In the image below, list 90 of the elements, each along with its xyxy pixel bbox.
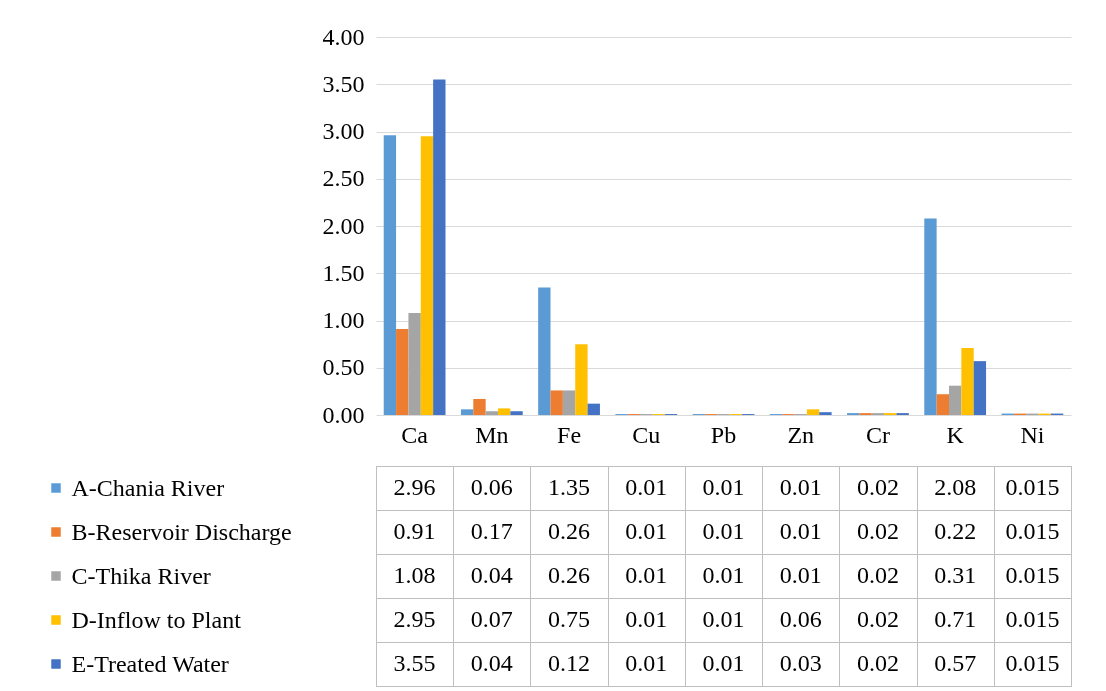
bar (961, 347, 974, 415)
bar (396, 329, 409, 415)
data-label: 2.96 (393, 474, 436, 500)
data-label: 0.01 (779, 562, 822, 588)
data-label: 0.06 (779, 606, 822, 632)
bar (408, 312, 421, 415)
y-tick-label: 4.00 (322, 23, 365, 50)
data-label: 0.01 (702, 562, 745, 588)
data-label: 0.02 (856, 650, 899, 676)
x-tick-label: Ni (1020, 421, 1045, 448)
data-label: 0.01 (625, 474, 668, 500)
data-label: 0.91 (393, 518, 436, 544)
bar (473, 398, 486, 415)
x-tick-label: K (946, 421, 965, 448)
bar (562, 390, 576, 415)
data-label: 2.08 (934, 474, 977, 500)
data-label: 0.01 (779, 518, 822, 544)
legend-label: B-Reservoir Discharge (71, 518, 292, 545)
data-label: 0.01 (625, 562, 668, 588)
data-label: 0.01 (702, 518, 745, 544)
data-label: 0.01 (625, 606, 668, 632)
data-label: 0.01 (702, 474, 745, 500)
data-label: 3.55 (393, 650, 436, 676)
data-label: 0.015 (1005, 562, 1060, 588)
data-label: 0.01 (702, 650, 745, 676)
bar (973, 361, 987, 415)
x-tick-label: Cr (865, 421, 890, 448)
data-label: 0.12 (548, 650, 591, 676)
legend-label: D-Inflow to Plant (71, 606, 242, 633)
data-label: 0.06 (470, 474, 513, 500)
bar (460, 409, 474, 415)
data-label: 0.75 (548, 606, 591, 632)
data-label: 0.03 (779, 650, 822, 676)
legend-label: E-Treated Water (71, 650, 229, 677)
data-label: 0.22 (934, 518, 977, 544)
data-label: 0.01 (702, 606, 745, 632)
y-tick-label: 3.50 (322, 70, 365, 97)
data-label: 0.015 (1005, 606, 1060, 632)
data-label: 0.04 (470, 650, 513, 676)
x-tick-label: Ca (401, 421, 429, 448)
bar (575, 344, 588, 415)
y-tick-label: 1.50 (322, 259, 365, 286)
x-tick-label: Pb (710, 421, 737, 448)
data-label: 0.02 (856, 562, 899, 588)
bar (806, 409, 820, 415)
data-label: 0.71 (934, 606, 977, 632)
x-tick-label: Cu (632, 421, 661, 448)
data-label: 0.01 (625, 518, 668, 544)
data-label: 0.07 (470, 606, 513, 632)
bar (550, 390, 563, 415)
data-label: 0.02 (856, 474, 899, 500)
y-tick-label: 2.00 (322, 212, 365, 239)
bar (485, 411, 499, 415)
y-tick-label: 1.00 (322, 307, 365, 333)
bar (538, 287, 551, 415)
legend-label: A-Chania River (71, 474, 225, 501)
data-label: 0.26 (548, 562, 591, 588)
y-tick-label: 0.50 (322, 354, 365, 381)
bar (936, 394, 949, 415)
x-tick-label: Fe (557, 421, 582, 448)
y-tick-label: 0.00 (322, 401, 365, 428)
bar (819, 412, 832, 415)
data-label: 0.04 (470, 562, 513, 588)
x-tick-label: Zn (787, 421, 815, 448)
bar (948, 385, 962, 415)
data-label: 1.35 (548, 474, 591, 500)
bar (383, 135, 397, 415)
data-label: 0.26 (548, 518, 591, 544)
bar (498, 408, 511, 415)
bar (510, 411, 523, 415)
bar (587, 403, 600, 415)
bar (420, 136, 434, 415)
x-tick-label: Mn (475, 421, 509, 448)
data-label: 0.02 (856, 606, 899, 632)
data-label: 1.08 (393, 562, 436, 588)
legend-label: C-Thika River (71, 562, 211, 589)
data-label: 0.01 (779, 474, 822, 500)
data-label: 0.02 (856, 518, 899, 544)
data-label: 0.015 (1005, 474, 1060, 500)
data-label: 0.57 (934, 650, 977, 676)
data-label: 0.015 (1005, 518, 1060, 544)
data-label: 0.01 (625, 650, 668, 676)
data-label: 0.17 (470, 518, 513, 544)
bar (924, 218, 937, 415)
data-label: 2.95 (393, 606, 436, 632)
data-label: 0.015 (1005, 650, 1060, 676)
bar (433, 79, 446, 415)
data-label: 0.31 (934, 562, 977, 588)
y-tick-label: 3.00 (322, 118, 365, 144)
y-tick-label: 2.50 (322, 165, 365, 192)
